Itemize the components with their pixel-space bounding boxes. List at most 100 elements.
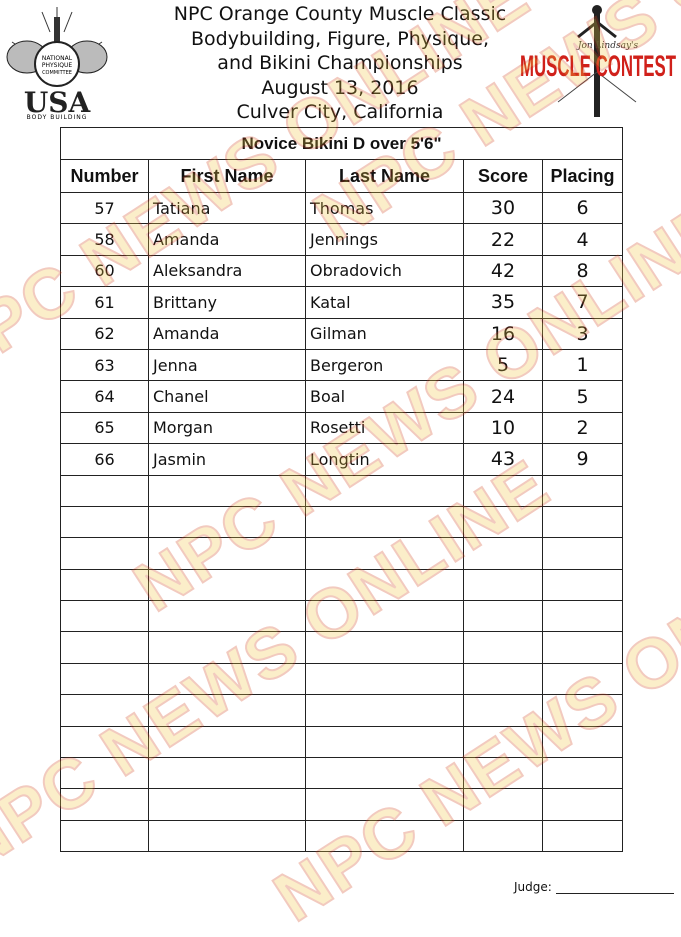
empty-row <box>60 662 624 696</box>
empty-cell <box>60 474 149 507</box>
empty-cell <box>60 694 149 727</box>
empty-cell <box>148 757 306 790</box>
npc-usa-logo: NATIONAL PHYSIQUE COMMITTEE USA BODY BUI… <box>2 2 112 121</box>
table-row: 66 Jasmin Longtin 43 9 <box>60 443 624 476</box>
placing: 5 <box>541 380 624 413</box>
empty-cell <box>463 725 543 759</box>
empty-cell <box>60 537 149 570</box>
empty-cell <box>148 474 306 507</box>
empty-cell <box>305 568 464 602</box>
empty-cell <box>541 757 624 790</box>
empty-row <box>60 474 624 507</box>
empty-cell <box>541 505 624 539</box>
svg-text:MUSCLE CONTEST: MUSCLE CONTEST <box>520 50 676 83</box>
table-row: 60 Aleksandra Obradovich 42 8 <box>60 254 624 288</box>
event-location: Culver City, California <box>236 101 444 123</box>
last-name: Jennings <box>305 223 464 256</box>
placing: 6 <box>541 191 624 225</box>
empty-cell <box>463 757 543 790</box>
empty-cell <box>463 505 543 539</box>
placing: 3 <box>541 317 624 350</box>
score: 30 <box>463 191 543 225</box>
column-header-number: Number <box>60 159 149 193</box>
empty-cell <box>60 788 149 821</box>
table-header-row: Number First Name Last Name Score Placin… <box>60 159 624 193</box>
empty-cell <box>463 694 543 727</box>
svg-text:NATIONAL: NATIONAL <box>42 55 73 62</box>
score: 42 <box>463 254 543 288</box>
empty-row <box>60 631 624 664</box>
empty-cell <box>148 662 306 696</box>
empty-row <box>60 537 624 570</box>
table-row: 63 Jenna Bergeron 5 1 <box>60 348 624 382</box>
event-date: August 13, 2016 <box>261 76 419 99</box>
empty-row <box>60 757 624 790</box>
competitor-number: 57 <box>60 191 149 225</box>
judge-label: Judge: <box>514 880 552 894</box>
event-header: NPC Orange County Muscle Classic Bodybui… <box>140 2 540 125</box>
empty-cell <box>463 537 543 570</box>
empty-cell <box>541 537 624 570</box>
score: 5 <box>463 348 543 382</box>
first-name: Chanel <box>148 380 306 413</box>
first-name: Amanda <box>148 317 306 350</box>
competitor-number: 64 <box>60 380 149 413</box>
empty-cell <box>305 537 464 570</box>
empty-cell <box>463 631 543 664</box>
empty-cell <box>305 725 464 759</box>
judge-signature: Judge: <box>514 880 674 894</box>
last-name: Boal <box>305 380 464 413</box>
competitor-number: 60 <box>60 254 149 288</box>
first-name: Tatiana <box>148 191 306 225</box>
empty-cell <box>148 505 306 539</box>
table-row: 64 Chanel Boal 24 5 <box>60 380 624 413</box>
score: 24 <box>463 380 543 413</box>
score: 16 <box>463 317 543 350</box>
first-name: Jenna <box>148 348 306 382</box>
placing: 1 <box>541 348 624 382</box>
empty-cell <box>305 505 464 539</box>
event-title: NPC Orange County Muscle Classic <box>173 3 507 25</box>
empty-row <box>60 694 624 727</box>
svg-text:COMMITTEE: COMMITTEE <box>42 70 72 76</box>
competitor-number: 58 <box>60 223 149 256</box>
empty-cell <box>60 568 149 602</box>
empty-cell <box>463 819 543 853</box>
svg-text:PHYSIQUE: PHYSIQUE <box>42 62 72 69</box>
competitor-number: 63 <box>60 348 149 382</box>
table-row: 65 Morgan Rosetti 10 2 <box>60 411 624 445</box>
empty-cell <box>541 725 624 759</box>
empty-cell <box>541 568 624 602</box>
division-title: Novice Bikini D over 5'6" <box>59 127 624 160</box>
score: 35 <box>463 286 543 319</box>
competitor-number: 61 <box>60 286 149 319</box>
empty-cell <box>541 600 624 633</box>
empty-cell <box>305 757 464 790</box>
empty-cell <box>148 788 306 821</box>
empty-cell <box>305 694 464 727</box>
last-name: Thomas <box>305 191 464 225</box>
competitor-number: 65 <box>60 411 149 445</box>
empty-row <box>60 568 624 602</box>
first-name: Morgan <box>148 411 306 445</box>
empty-cell <box>305 788 464 821</box>
empty-cell <box>148 694 306 727</box>
empty-row <box>60 788 624 821</box>
results-table: Novice Bikini D over 5'6" Number First N… <box>59 127 624 853</box>
svg-text:BODY BUILDING: BODY BUILDING <box>27 114 88 120</box>
event-subtitle-1: Bodybuilding, Figure, Physique, <box>191 27 489 50</box>
last-name: Rosetti <box>305 411 464 445</box>
empty-cell <box>541 819 624 853</box>
last-name: Gilman <box>305 317 464 350</box>
empty-cell <box>541 474 624 507</box>
empty-cell <box>148 568 306 602</box>
empty-cell <box>463 600 543 633</box>
first-name: Brittany <box>148 286 306 319</box>
table-row: 57 Tatiana Thomas 30 6 <box>60 191 624 225</box>
first-name: Jasmin <box>148 443 306 476</box>
placing: 9 <box>541 443 624 476</box>
empty-cell <box>148 819 306 853</box>
empty-cell <box>305 662 464 696</box>
last-name: Bergeron <box>305 348 464 382</box>
first-name: Amanda <box>148 223 306 256</box>
